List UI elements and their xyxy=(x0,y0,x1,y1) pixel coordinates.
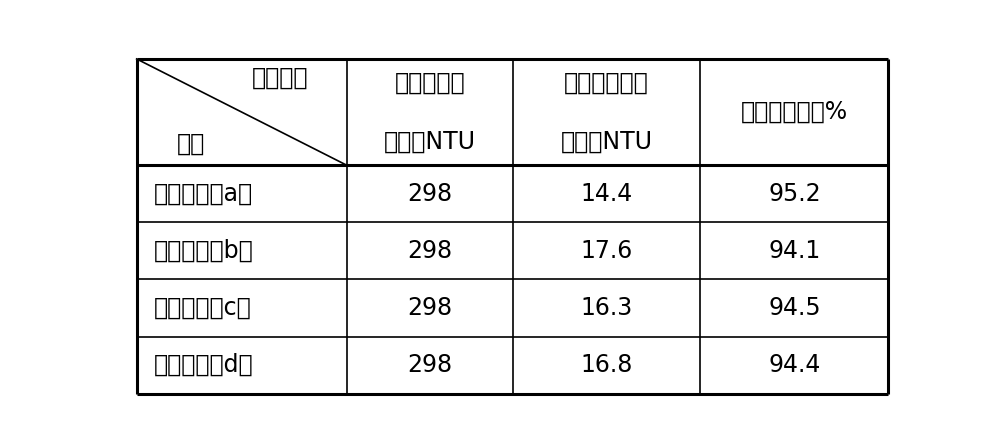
Text: 95.2: 95.2 xyxy=(768,182,821,206)
Text: 絮凝材料（a）: 絮凝材料（a） xyxy=(153,182,253,206)
Text: 絮凝材料（d）: 絮凝材料（d） xyxy=(153,353,253,377)
Text: 浊度去除率，%: 浊度去除率，% xyxy=(741,100,848,124)
Text: 絮凝材料（b）: 絮凝材料（b） xyxy=(153,239,253,263)
Text: 298: 298 xyxy=(407,353,452,377)
Text: 17.6: 17.6 xyxy=(580,239,633,263)
Text: 298: 298 xyxy=(407,239,452,263)
Text: 高岭土原水: 高岭土原水 xyxy=(394,70,465,95)
Text: 298: 298 xyxy=(407,296,452,320)
Text: 94.4: 94.4 xyxy=(768,353,821,377)
Text: 混凝处理出水: 混凝处理出水 xyxy=(564,70,649,95)
Text: 浊度，NTU: 浊度，NTU xyxy=(560,130,652,154)
Text: 样品: 样品 xyxy=(177,132,205,156)
Text: 94.1: 94.1 xyxy=(768,239,821,263)
Text: 14.4: 14.4 xyxy=(580,182,633,206)
Text: 性能参数: 性能参数 xyxy=(252,66,308,90)
Text: 298: 298 xyxy=(407,182,452,206)
Text: 浊度，NTU: 浊度，NTU xyxy=(384,130,476,154)
Text: 94.5: 94.5 xyxy=(768,296,821,320)
Text: 16.8: 16.8 xyxy=(580,353,633,377)
Text: 絮凝材料（c）: 絮凝材料（c） xyxy=(153,296,251,320)
Text: 16.3: 16.3 xyxy=(580,296,633,320)
